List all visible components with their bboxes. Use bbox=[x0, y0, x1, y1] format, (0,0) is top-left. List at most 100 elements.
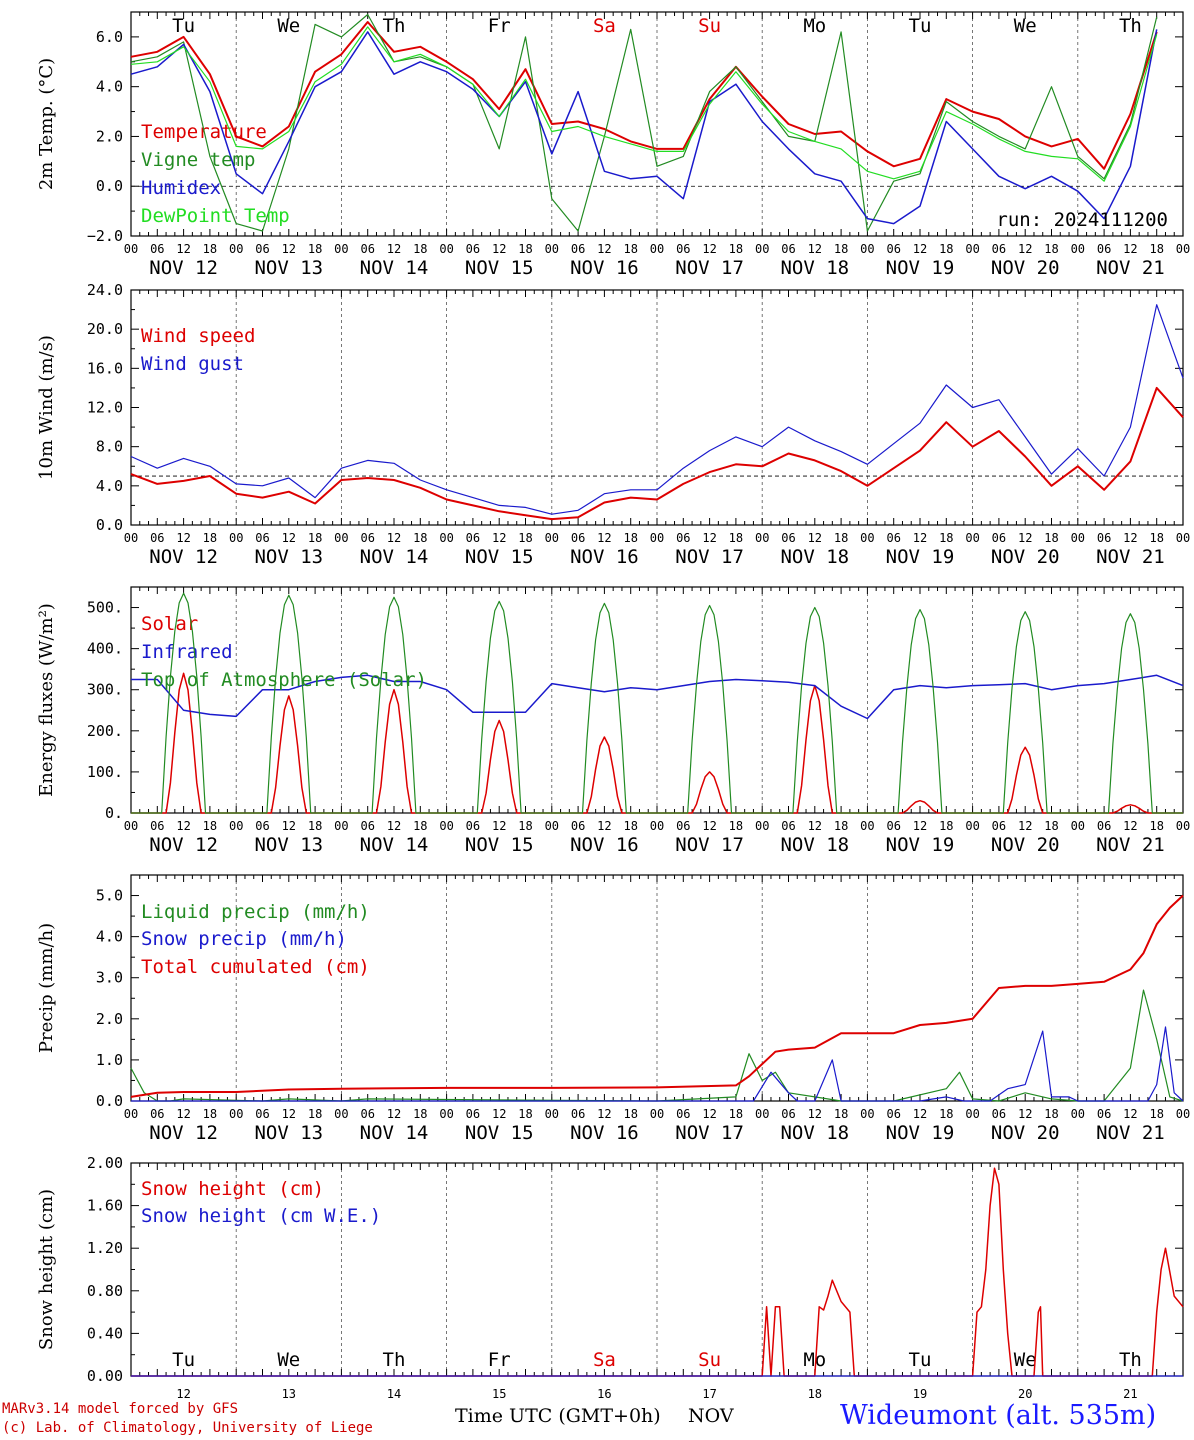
legend-entry: Total cumulated (cm) bbox=[141, 956, 370, 978]
date-label: NOV 19 bbox=[886, 1122, 955, 1144]
date-label: NOV 21 bbox=[1096, 257, 1165, 279]
day-number-label: 16 bbox=[597, 1387, 611, 1401]
legend-entry: Snow precip (mm/h) bbox=[141, 928, 347, 950]
date-label: NOV 17 bbox=[675, 257, 744, 279]
hour-tick-label: 12 bbox=[492, 1107, 506, 1121]
hour-tick-label: 18 bbox=[1044, 531, 1058, 545]
hour-tick-label: 12 bbox=[702, 1107, 716, 1121]
day-number-label: 19 bbox=[913, 1387, 927, 1401]
day-name-label: Th bbox=[1119, 1349, 1142, 1371]
hour-tick-label: 00 bbox=[1071, 819, 1085, 833]
hour-tick-label: 06 bbox=[886, 242, 900, 256]
hour-tick-label: 18 bbox=[308, 242, 322, 256]
hour-tick-label: 06 bbox=[886, 1107, 900, 1121]
date-label: NOV 19 bbox=[886, 257, 955, 279]
hour-tick-label: 06 bbox=[571, 531, 585, 545]
hour-tick-label: 06 bbox=[781, 1107, 795, 1121]
y-tick-label: 1.20 bbox=[87, 1239, 123, 1257]
date-label: NOV 15 bbox=[465, 546, 534, 568]
hour-tick-label: 18 bbox=[729, 1107, 743, 1121]
hour-tick-label: 18 bbox=[1149, 531, 1163, 545]
day-number-label: 21 bbox=[1123, 1387, 1137, 1401]
hour-tick-label: 06 bbox=[255, 819, 269, 833]
model-credit: MARv3.14 model forced by GFS bbox=[2, 1401, 239, 1417]
hour-tick-label: 12 bbox=[282, 242, 296, 256]
date-label: NOV 17 bbox=[675, 1122, 744, 1144]
hour-tick-label: 18 bbox=[729, 531, 743, 545]
legend-entry: Liquid precip (mm/h) bbox=[141, 901, 370, 923]
date-label: NOV 20 bbox=[991, 834, 1060, 856]
hour-tick-label: 18 bbox=[203, 1107, 217, 1121]
date-label: NOV 20 bbox=[991, 546, 1060, 568]
y-tick-label: 0.0 bbox=[96, 177, 123, 195]
hour-tick-label: 12 bbox=[597, 819, 611, 833]
hour-tick-label: 18 bbox=[308, 531, 322, 545]
hour-tick-label: 18 bbox=[203, 819, 217, 833]
hour-tick-label: 00 bbox=[334, 531, 348, 545]
date-label: NOV 15 bbox=[465, 257, 534, 279]
day-name-label: We bbox=[1014, 15, 1037, 37]
hour-tick-label: 06 bbox=[571, 819, 585, 833]
hour-tick-label: 06 bbox=[466, 242, 480, 256]
hour-tick-label: 12 bbox=[387, 242, 401, 256]
y-tick-label: −2.0 bbox=[87, 227, 123, 245]
y-tick-label: 0.40 bbox=[87, 1324, 123, 1342]
date-label: NOV 17 bbox=[675, 546, 744, 568]
hour-tick-label: 18 bbox=[834, 819, 848, 833]
hour-tick-label: 18 bbox=[939, 1107, 953, 1121]
day-name-label: Fr bbox=[488, 15, 511, 37]
y-tick-label: 2.00 bbox=[87, 1154, 123, 1172]
hour-tick-label: 06 bbox=[466, 1107, 480, 1121]
hour-tick-label: 00 bbox=[334, 819, 348, 833]
date-label: NOV 14 bbox=[360, 257, 429, 279]
hour-tick-label: 00 bbox=[334, 242, 348, 256]
date-label: NOV 12 bbox=[149, 1122, 218, 1144]
date-label: NOV 14 bbox=[360, 834, 429, 856]
hour-tick-label: 18 bbox=[308, 819, 322, 833]
day-name-label: Th bbox=[1119, 15, 1142, 37]
hour-tick-label: 06 bbox=[781, 819, 795, 833]
hour-tick-label: 06 bbox=[150, 819, 164, 833]
hour-tick-label: 18 bbox=[413, 531, 427, 545]
hour-tick-label: 12 bbox=[808, 242, 822, 256]
hour-tick-label: 12 bbox=[1123, 531, 1137, 545]
hour-tick-label: 12 bbox=[176, 819, 190, 833]
hour-tick-label: 18 bbox=[623, 1107, 637, 1121]
y-tick-label: 1.0 bbox=[96, 1051, 123, 1069]
y-tick-label: 0.00 bbox=[87, 1367, 123, 1385]
y-tick-label: 1.60 bbox=[87, 1197, 123, 1215]
hour-tick-label: 00 bbox=[965, 1107, 979, 1121]
date-label: NOV 15 bbox=[465, 834, 534, 856]
hour-tick-label: 06 bbox=[150, 531, 164, 545]
hour-tick-label: 18 bbox=[518, 531, 532, 545]
hour-tick-label: 06 bbox=[360, 819, 374, 833]
date-label: NOV 19 bbox=[886, 546, 955, 568]
y-tick-label: 200. bbox=[87, 722, 123, 740]
y-tick-label: 24.0 bbox=[87, 281, 123, 299]
hour-tick-label: 18 bbox=[834, 1107, 848, 1121]
hour-tick-label: 18 bbox=[518, 1107, 532, 1121]
date-label: NOV 14 bbox=[360, 546, 429, 568]
series-line-vigne-temp bbox=[130, 13, 1158, 232]
hour-tick-label: 12 bbox=[913, 819, 927, 833]
date-label: NOV 15 bbox=[465, 1122, 534, 1144]
y-tick-label: 6.0 bbox=[96, 28, 123, 46]
day-number-label: 14 bbox=[387, 1387, 401, 1401]
y-tick-label: 2.0 bbox=[96, 1010, 123, 1028]
hour-tick-label: 06 bbox=[360, 1107, 374, 1121]
hour-tick-label: 00 bbox=[124, 819, 138, 833]
legend-entry: Humidex bbox=[141, 177, 221, 199]
legend-entry: Wind gust bbox=[141, 353, 244, 375]
hour-tick-label: 12 bbox=[597, 242, 611, 256]
date-label: NOV 13 bbox=[254, 834, 323, 856]
day-number-label: 17 bbox=[702, 1387, 716, 1401]
legend-entry: Infrared bbox=[141, 641, 233, 663]
day-name-label: Tu bbox=[172, 15, 195, 37]
hour-tick-label: 06 bbox=[466, 819, 480, 833]
day-name-label: Th bbox=[383, 15, 406, 37]
date-label: NOV 13 bbox=[254, 257, 323, 279]
day-number-label: 12 bbox=[176, 1387, 190, 1401]
y-tick-label: 5.0 bbox=[96, 887, 123, 905]
hour-tick-label: 00 bbox=[439, 531, 453, 545]
hour-tick-label: 12 bbox=[387, 1107, 401, 1121]
